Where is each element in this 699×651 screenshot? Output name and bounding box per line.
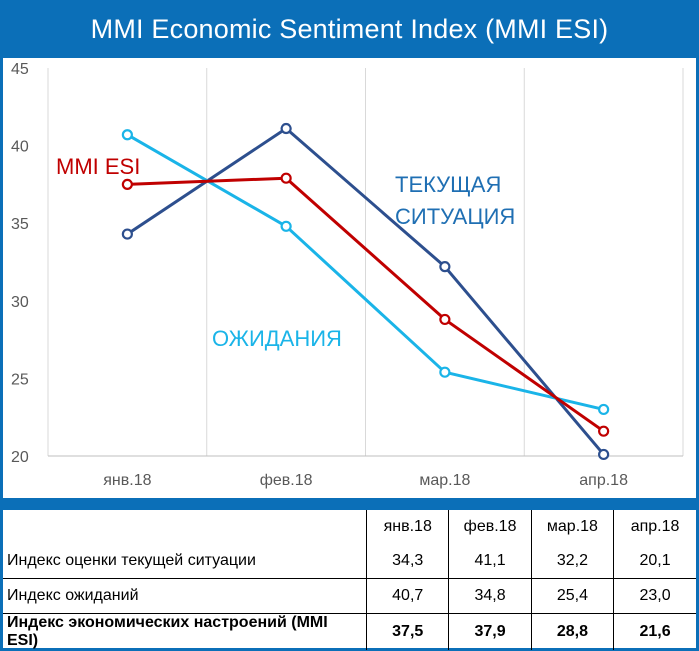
expectations-series-label: ОЖИДАНИЯ [212, 326, 342, 351]
data-table-panel: янв.18 фев.18 мар.18 апр.18 Индекс оценк… [3, 510, 696, 650]
data-table: янв.18 фев.18 мар.18 апр.18 Индекс оценк… [3, 510, 696, 650]
table-cell: 37,9 [448, 613, 532, 650]
series-point-1 [598, 403, 610, 416]
table-cell: 21,6 [613, 613, 696, 650]
series-point-0 [121, 228, 133, 240]
table-cell: 25,4 [530, 578, 614, 614]
table-cell: 34,3 [366, 544, 449, 579]
table-header-cell: фев.18 [448, 510, 532, 544]
table-cell: 34,8 [448, 578, 532, 614]
x-tick-label: мар.18 [419, 472, 470, 489]
series-point-2 [280, 172, 292, 184]
series-point-1 [121, 129, 133, 141]
series-point-2 [121, 178, 133, 191]
table-row-label: Индекс ожиданий [3, 578, 367, 614]
table-cell: 28,8 [530, 613, 614, 650]
series-point-1 [439, 366, 451, 378]
current-series-label-line1: ТЕКУЩАЯ [395, 172, 502, 197]
table-cell: 40,7 [366, 578, 449, 614]
table-cell: 23,0 [613, 578, 696, 614]
series-line-2 [127, 176, 605, 433]
series-point-0 [439, 261, 451, 273]
table-cell: 41,1 [448, 544, 532, 579]
table-cell: 37,5 [366, 613, 449, 650]
table-header-cell: мар.18 [530, 510, 614, 544]
esi-series-label: MMI ESI [56, 154, 141, 179]
series-point-0 [598, 448, 610, 461]
y-tick-label: 40 [11, 139, 29, 156]
series-point-0 [280, 122, 292, 135]
y-tick-label: 25 [11, 371, 29, 388]
table-cell: 32,2 [530, 544, 614, 579]
table-row: Индекс оценки текущей ситуации 34,3 41,1… [3, 544, 696, 579]
series-point-2 [598, 425, 610, 437]
table-header-cell: янв.18 [366, 510, 449, 544]
series-point-1 [280, 220, 292, 232]
table-row: Индекс ожиданий 40,7 34,8 25,4 23,0 [3, 578, 696, 614]
table-header-row: янв.18 фев.18 мар.18 апр.18 [3, 510, 696, 544]
table-header-empty [3, 510, 367, 544]
table-row-label: Индекс экономических настроений (MMI ESI… [7, 614, 328, 649]
current-series-label-line2: СИТУАЦИЯ [395, 204, 516, 229]
y-tick-label: 30 [11, 294, 29, 311]
chart-title: MMI Economic Sentiment Index (MMI ESI) [0, 0, 699, 58]
y-tick-label: 20 [11, 449, 29, 466]
x-tick-label: апр.18 [579, 472, 628, 489]
line-chart: 20 25 30 35 40 45 янв.18 фев.18 мар.18 апр.18 [11, 61, 684, 489]
table-row: Индекс экономических настроений (MMI ESI… [3, 613, 696, 650]
table-cell: 20,1 [613, 544, 696, 579]
table-row-label: Индекс оценки текущей ситуации [3, 544, 367, 579]
x-tick-label: янв.18 [103, 472, 151, 489]
chart-panel: 20 25 30 35 40 45 янв.18 фев.18 мар.18 апр.18 MMI… [3, 58, 696, 498]
x-tick-label: фев.18 [260, 472, 313, 489]
y-tick-label: 45 [11, 61, 29, 78]
series-point-2 [439, 313, 451, 326]
y-tick-label: 35 [11, 216, 29, 233]
table-header-cell: апр.18 [613, 510, 696, 544]
